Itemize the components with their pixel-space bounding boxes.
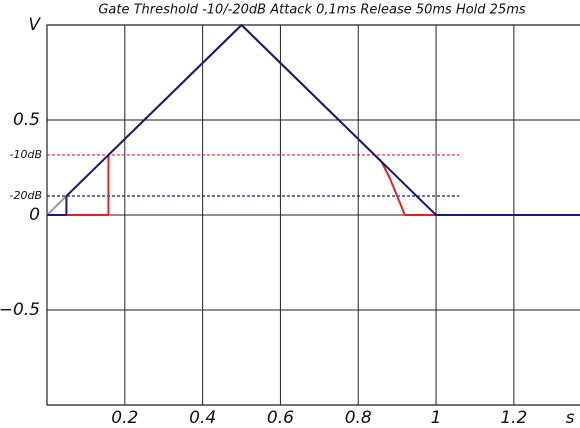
y-tick-label: −0.5 (0, 300, 40, 320)
x-tick-label: 0.2 (111, 408, 138, 428)
x-tick-label: 0.8 (345, 408, 372, 428)
threshold-label: -10dB (10, 148, 43, 161)
chart-title: Gate Threshold -10/-20dB Attack 0,1ms Re… (98, 3, 526, 18)
threshold-label: -20dB (10, 189, 43, 202)
x-tick-label: 1.2 (500, 408, 527, 428)
x-tick-label: 0.4 (189, 408, 216, 428)
signal-line (47, 24, 580, 216)
y-tick-label: V (28, 15, 41, 35)
y-tick-label: 0 (29, 205, 40, 225)
x-axis-label: s (566, 408, 575, 428)
x-tick-label: 0.6 (267, 408, 294, 428)
y-tick-label: 0.5 (13, 110, 40, 130)
signal-line (46, 195, 68, 216)
x-tick-label: 1 (431, 408, 442, 428)
